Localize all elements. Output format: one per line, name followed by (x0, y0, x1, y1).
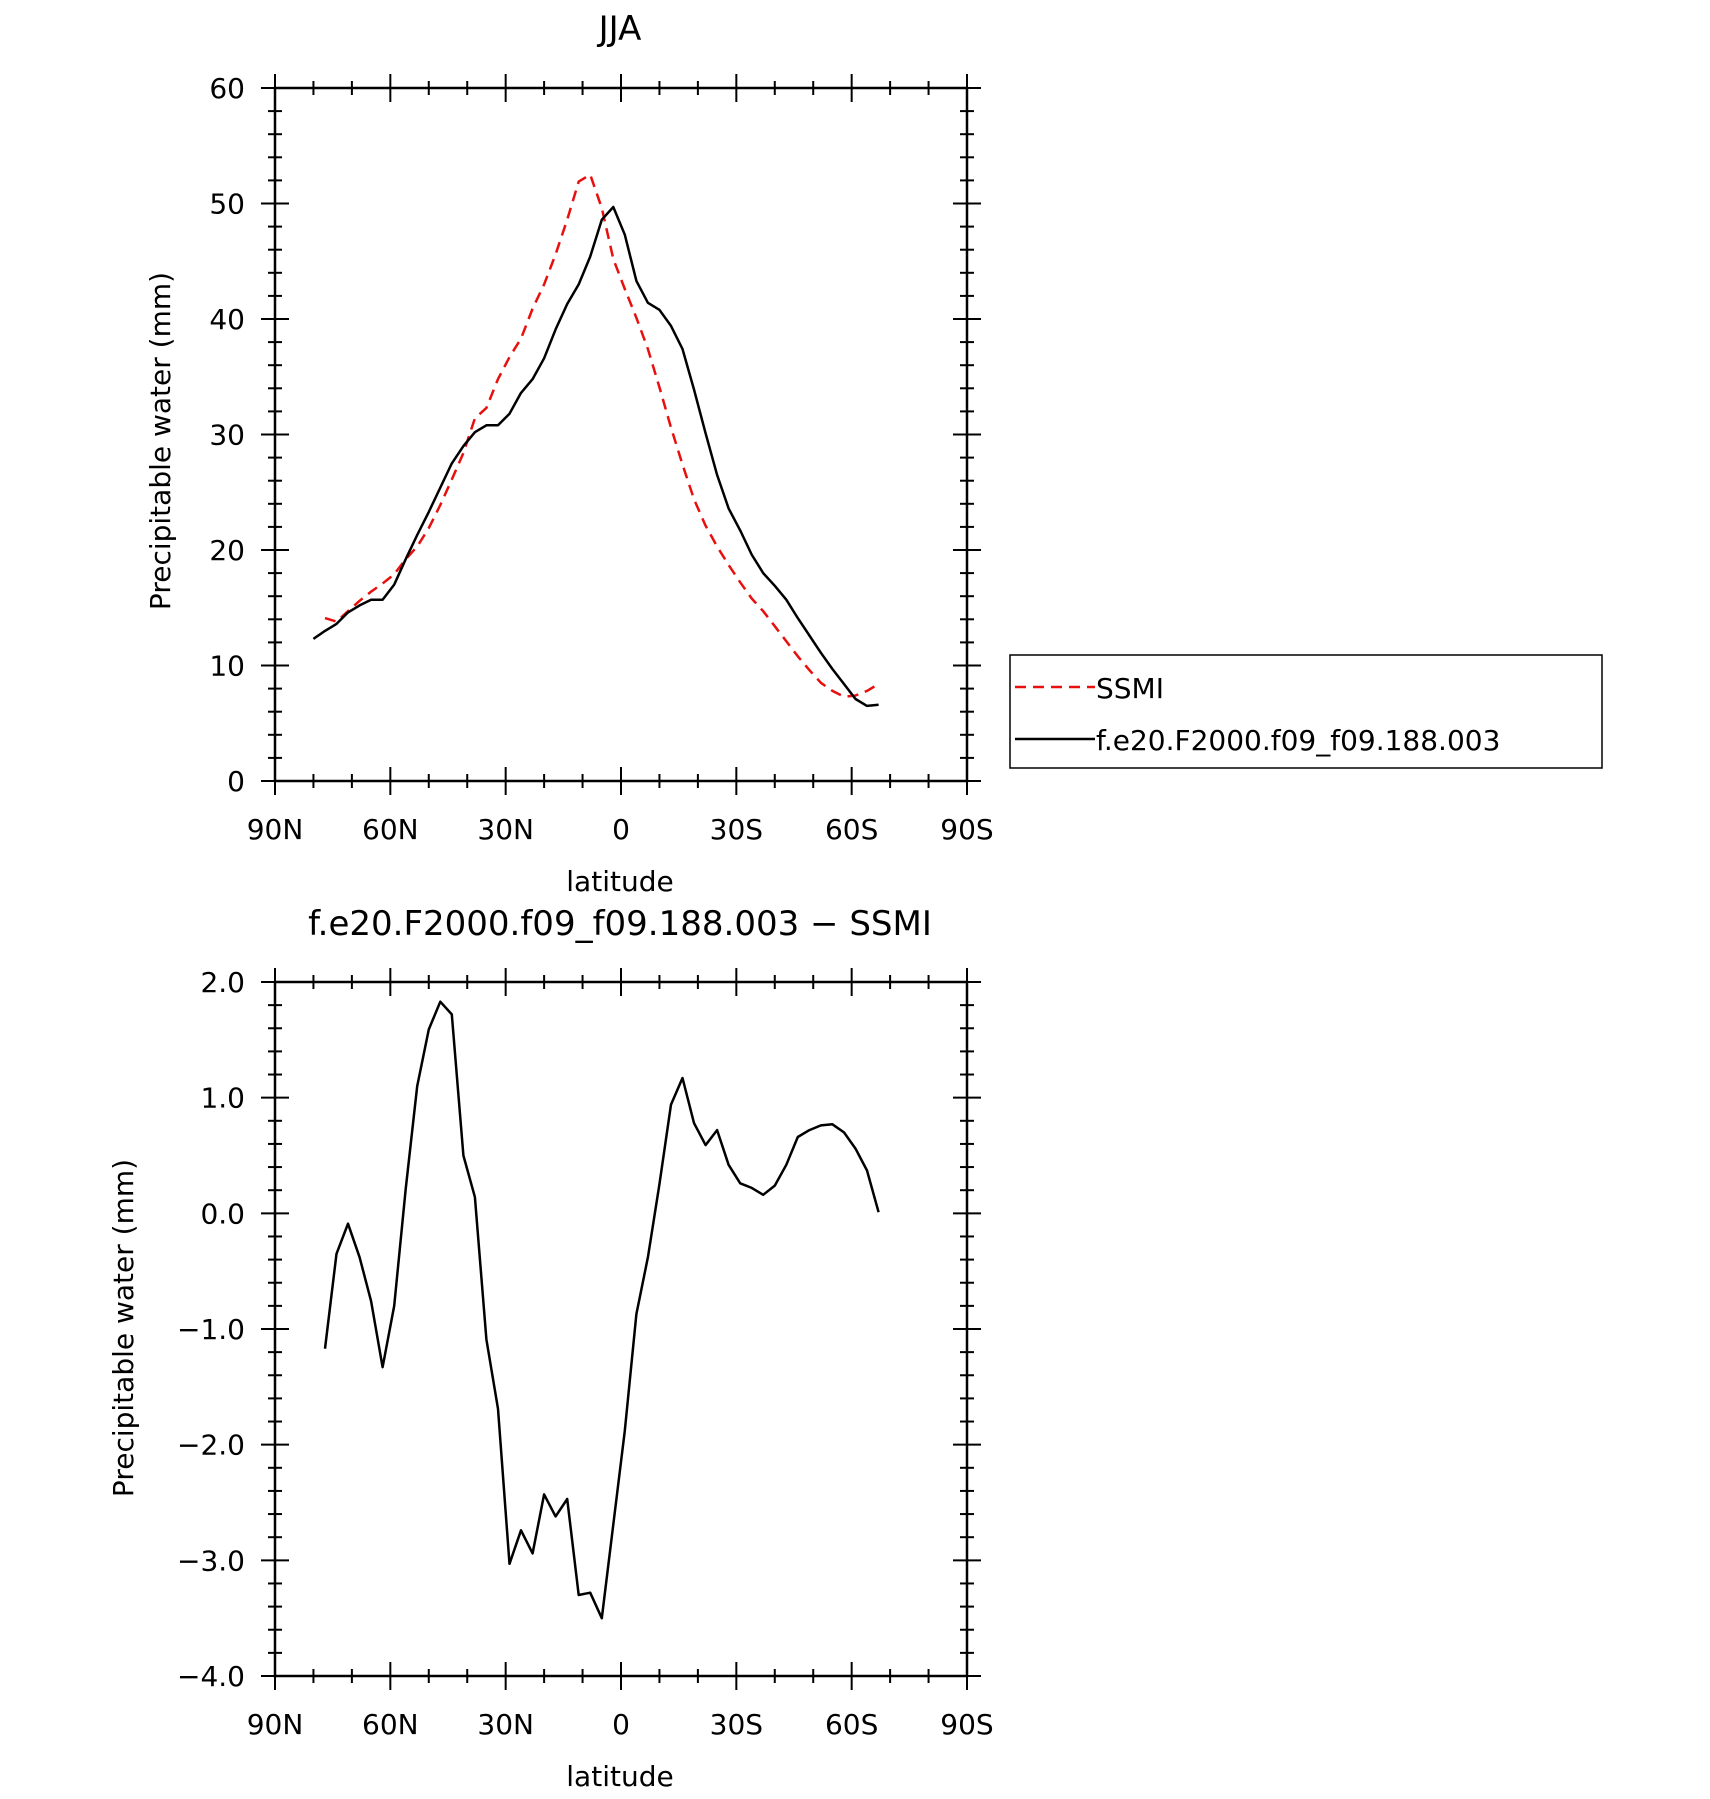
bottom-chart-ytick-label: 1.0 (200, 1082, 245, 1115)
bottom-chart-ytick-label: −3.0 (177, 1544, 245, 1577)
bottom-chart-series-line-difference (323, 1000, 880, 1620)
bottom-chart-xtick-label: 30S (710, 1708, 763, 1741)
top-chart-series-line-ssmi (324, 173, 880, 698)
bottom-chart-xtick-label: 0 (612, 1708, 630, 1741)
top-chart-xtick-label: 60N (362, 813, 419, 846)
bottom-chart-xtick-label: 60S (825, 1708, 878, 1741)
top-chart-ticks: 0 10 20 30 40 50 60 90N 60N 30N 0 30S 60S 90S (209, 72, 993, 846)
bottom-chart-xtick-label: 30N (477, 1708, 534, 1741)
top-chart-ytick-label: 60 (209, 72, 245, 105)
bottom-chart-ytick-label: −1.0 (177, 1313, 245, 1346)
bottom-chart-xlabel: latitude (566, 1760, 673, 1793)
top-chart: JJA latitude Precipitable water (mm) 0 10… (144, 9, 1603, 898)
bottom-chart-xtick-label: 90S (940, 1708, 993, 1741)
bottom-chart-xtick-label: 90N (247, 1708, 304, 1741)
legend-label-ssmi: SSMI (1096, 672, 1164, 705)
top-chart-ylabel: Precipitable water (mm) (144, 272, 177, 610)
bottom-chart-title: f.e20.F2000.f09_f09.188.003 − SSMI (308, 904, 932, 944)
legend-box (1009, 654, 1603, 769)
top-chart-lines (312, 173, 880, 708)
top-chart-ytick-label: 50 (209, 188, 245, 221)
top-chart-xtick-label: 30S (710, 813, 763, 846)
top-chart-title: JJA (597, 9, 642, 49)
top-chart-ytick-label: 0 (227, 765, 245, 798)
top-chart-xtick-label: 30N (477, 813, 534, 846)
bottom-chart: f.e20.F2000.f09_f09.188.003 − SSMI latit… (107, 904, 994, 1793)
top-chart-xtick-label: 90S (940, 813, 993, 846)
top-chart-xtick-label: 0 (612, 813, 630, 846)
bottom-chart-ytick-label: −2.0 (177, 1429, 245, 1462)
top-chart-series-line-model (312, 205, 879, 708)
bottom-chart-ytick-label: 0.0 (200, 1197, 245, 1230)
top-chart-xtick-label: 90N (247, 813, 304, 846)
top-chart-xtick-label: 60S (825, 813, 878, 846)
legend-label-model: f.e20.F2000.f09_f09.188.003 (1096, 724, 1500, 757)
bottom-chart-ylabel: Precipitable water (mm) (107, 1159, 140, 1497)
top-chart-ytick-label: 30 (209, 419, 245, 452)
top-chart-ytick-label: 40 (209, 303, 245, 336)
bottom-chart-lines (323, 1000, 880, 1620)
top-chart-ytick-label: 20 (209, 534, 245, 567)
top-chart-xlabel: latitude (566, 865, 673, 898)
bottom-chart-ytick-label: 2.0 (200, 966, 245, 999)
top-chart-ytick-label: 10 (209, 650, 245, 683)
legend: SSMI f.e20.F2000.f09_f09.188.003 (1009, 654, 1603, 769)
bottom-chart-ytick-label: −4.0 (177, 1660, 245, 1693)
bottom-chart-xtick-label: 60N (362, 1708, 419, 1741)
